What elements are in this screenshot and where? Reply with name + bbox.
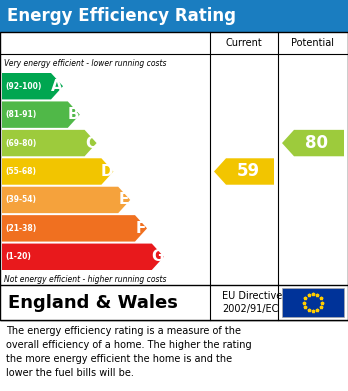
Polygon shape [2, 187, 130, 213]
Bar [0, 285, 348, 320]
Text: (92-100): (92-100) [5, 82, 41, 91]
Polygon shape [2, 73, 63, 99]
Bar [0, 32, 348, 320]
Text: England & Wales: England & Wales [8, 294, 178, 312]
Bar [282, 288, 344, 317]
Text: (1-20): (1-20) [5, 252, 31, 261]
Text: E: E [119, 192, 129, 208]
Text: The energy efficiency rating is a measure of the
overall efficiency of a home. T: The energy efficiency rating is a measur… [6, 326, 252, 378]
Polygon shape [2, 101, 80, 128]
Text: F: F [136, 221, 146, 236]
Text: A: A [51, 79, 63, 94]
Text: 59: 59 [236, 163, 260, 181]
Text: Very energy efficient - lower running costs: Very energy efficient - lower running co… [4, 59, 166, 68]
Text: Current: Current [226, 38, 262, 48]
Bar [0, 0, 348, 32]
Polygon shape [2, 244, 164, 270]
Text: 80: 80 [306, 134, 329, 152]
Text: D: D [101, 164, 114, 179]
Text: C: C [85, 136, 96, 151]
Polygon shape [2, 130, 97, 156]
Polygon shape [214, 158, 274, 185]
Text: (21-38): (21-38) [5, 224, 36, 233]
Text: G: G [151, 249, 164, 264]
Polygon shape [2, 215, 147, 242]
Text: Not energy efficient - higher running costs: Not energy efficient - higher running co… [4, 274, 166, 283]
Text: (69-80): (69-80) [5, 138, 36, 147]
Polygon shape [282, 130, 344, 156]
Text: (55-68): (55-68) [5, 167, 36, 176]
Text: (39-54): (39-54) [5, 196, 36, 204]
Polygon shape [2, 158, 113, 185]
Text: EU Directive
2002/91/EC: EU Directive 2002/91/EC [222, 291, 282, 314]
Text: (81-91): (81-91) [5, 110, 36, 119]
Text: Potential: Potential [292, 38, 334, 48]
Text: B: B [68, 107, 80, 122]
Text: Energy Efficiency Rating: Energy Efficiency Rating [7, 7, 236, 25]
